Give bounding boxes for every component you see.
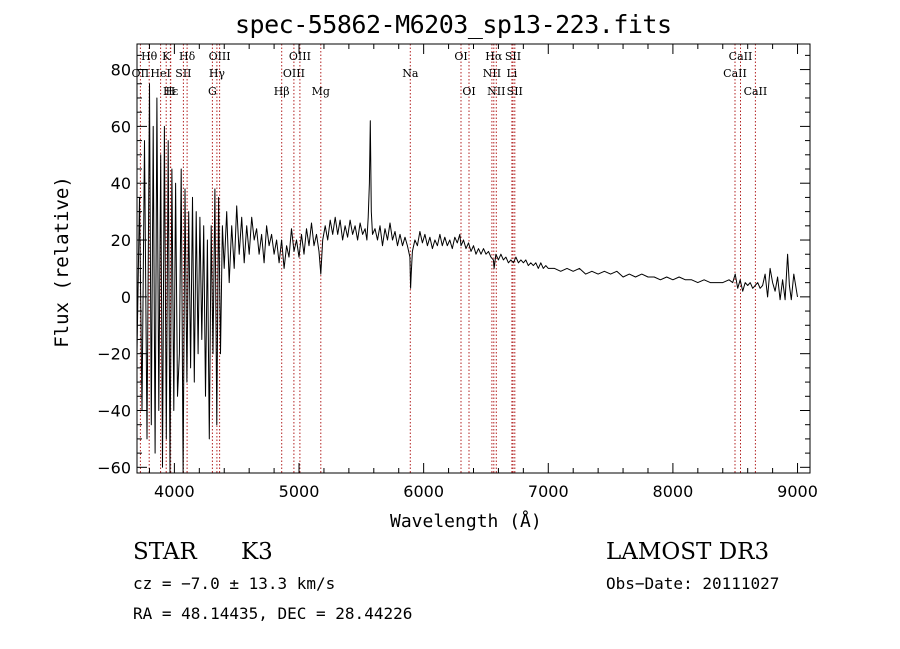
survey-name: LAMOST DR3 [606, 539, 770, 565]
line-marker-label: Na [402, 67, 419, 80]
y-tick-label--60: −60 [97, 458, 131, 477]
x-tick-label-7000: 7000 [528, 482, 569, 501]
object-class: STAR [133, 539, 197, 565]
line-marker-label: Hα [485, 50, 503, 63]
coordinates: RA = 48.14435, DEC = 28.44226 [133, 604, 413, 623]
line-marker-label: G [208, 85, 217, 98]
y-tick-label--20: −20 [97, 345, 131, 364]
object-subclass: K3 [241, 539, 273, 565]
line-marker-label: SII [507, 85, 523, 98]
line-marker-label: H [166, 85, 176, 98]
observation-date: Obs−Date: 20111027 [606, 574, 780, 593]
x-tick-label-5000: 5000 [279, 482, 320, 501]
line-marker-label: HeI [150, 67, 170, 80]
line-marker-label: Mg [312, 85, 330, 98]
y-tick-label-20: 20 [111, 231, 131, 250]
spectrum-line [136, 83, 798, 474]
line-marker-label: Li [506, 67, 517, 80]
y-axis-label: Flux (relative) [51, 176, 73, 348]
plot-frame [136, 43, 811, 474]
line-marker-label: NII [483, 67, 501, 80]
line-marker-label: CaII [723, 67, 747, 80]
line-marker-label: OIII [209, 50, 231, 63]
x-axis-label: Wavelength (Å) [390, 511, 542, 532]
line-marker-label: NII [487, 85, 505, 98]
line-marker-label: OIII [289, 50, 311, 63]
line-marker-label: OI [454, 50, 467, 63]
x-tick-label-9000: 9000 [777, 482, 818, 501]
y-tick-label-40: 40 [111, 174, 131, 193]
line-marker-label: SII [175, 67, 191, 80]
line-marker-label: Hδ [179, 50, 196, 63]
line-marker-label: OII [132, 67, 150, 80]
line-marker-label: K [162, 50, 171, 63]
x-tick-label-8000: 8000 [653, 482, 694, 501]
line-marker-label: OIII [283, 67, 305, 80]
line-marker-label: CaII [729, 50, 753, 63]
x-tick-label-6000: 6000 [403, 482, 444, 501]
line-marker-label: Hθ [141, 50, 158, 63]
x-tick-label-4000: 4000 [154, 482, 195, 501]
line-marker-label: SII [505, 50, 521, 63]
line-marker-label: Hγ [209, 67, 226, 80]
line-marker-label: OI [462, 85, 475, 98]
y-tick-label--40: −40 [97, 401, 131, 420]
line-marker-label: Hβ [274, 85, 290, 98]
y-tick-label-0: 0 [121, 288, 131, 307]
line-marker-label: Hε [163, 85, 179, 98]
redshift-velocity: cz = −7.0 ± 13.3 km/s [133, 574, 336, 593]
line-marker-label: CaII [744, 85, 768, 98]
chart-title: spec-55862-M6203_sp13-223.fits [235, 10, 672, 39]
y-tick-label-80: 80 [111, 61, 131, 80]
y-tick-label-60: 60 [111, 117, 131, 136]
